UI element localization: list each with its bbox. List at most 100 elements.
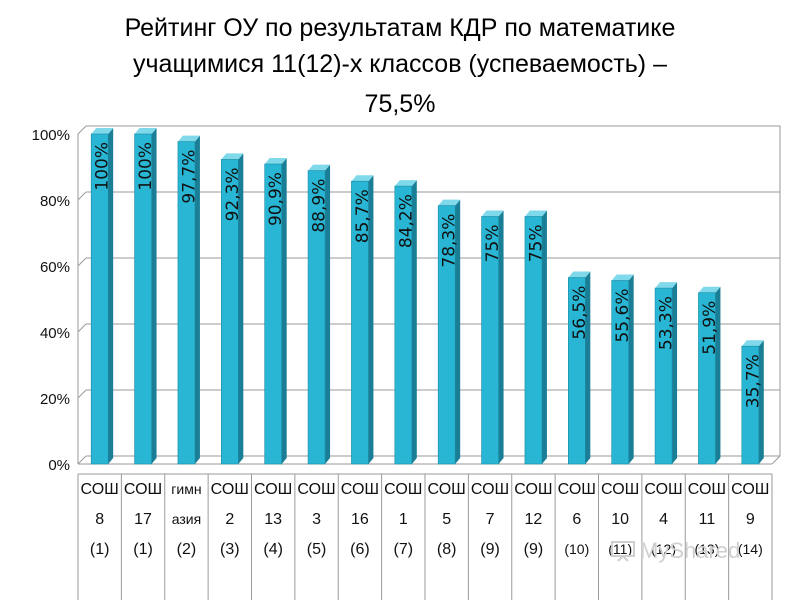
bar-side bbox=[541, 210, 547, 464]
x-tick-label: СОШ bbox=[81, 481, 119, 498]
bar-side bbox=[672, 282, 678, 464]
bar bbox=[437, 205, 456, 465]
data-label: 75% bbox=[483, 225, 503, 263]
data-label: 56,5% bbox=[570, 286, 590, 340]
bar-side bbox=[368, 175, 374, 464]
x-tick-label: 7 bbox=[486, 511, 495, 528]
y-tick-label: 0% bbox=[48, 457, 70, 474]
bar-side bbox=[585, 271, 591, 464]
x-tick-label: 4 bbox=[659, 511, 668, 528]
data-label: 90,9% bbox=[266, 172, 286, 226]
bar-side bbox=[151, 128, 157, 464]
bar bbox=[264, 163, 282, 465]
x-tick-label: 3 bbox=[312, 511, 321, 528]
x-tick-label: (4) bbox=[263, 541, 283, 558]
bar bbox=[177, 141, 196, 465]
x-tick-label: СОШ bbox=[471, 481, 509, 498]
x-tick-label: 10 bbox=[611, 511, 629, 528]
x-tick-label: (2) bbox=[177, 541, 197, 558]
bar-side bbox=[411, 180, 417, 464]
data-label: 51,9% bbox=[700, 301, 720, 355]
bar bbox=[481, 216, 499, 465]
title-line-3: 75,5% bbox=[364, 90, 436, 118]
x-tick-label: СОШ bbox=[428, 481, 466, 498]
bar-side bbox=[194, 135, 200, 464]
x-tick-label: (10) bbox=[564, 541, 589, 557]
data-label: 85,7% bbox=[353, 189, 373, 243]
bar-top bbox=[308, 164, 331, 171]
x-tick-label: (13) bbox=[694, 541, 719, 557]
title-line-1: Рейтинг ОУ по результатам КДР по математ… bbox=[124, 14, 676, 42]
bar-top bbox=[524, 210, 547, 217]
bar-top bbox=[698, 286, 721, 293]
x-tick-label: 13 bbox=[264, 511, 282, 528]
x-tick-label: 8 bbox=[95, 511, 104, 528]
bar-top bbox=[91, 128, 114, 134]
x-tick-label: 17 bbox=[134, 511, 152, 528]
bar bbox=[221, 159, 239, 465]
bar-side bbox=[455, 199, 461, 465]
gridline-depth bbox=[77, 125, 87, 135]
gridline-depth bbox=[77, 257, 87, 267]
bar-side bbox=[758, 340, 764, 464]
bar-top bbox=[741, 340, 764, 347]
title-line-3-clipped: 75,5% bbox=[40, 82, 760, 118]
x-tick-label: СОШ bbox=[297, 481, 335, 498]
watermark: MyShared bbox=[610, 538, 740, 564]
bar-top bbox=[221, 153, 244, 160]
x-tick-label: гимн bbox=[171, 481, 201, 497]
bar-top bbox=[481, 210, 504, 217]
bar-side bbox=[238, 153, 244, 464]
bar bbox=[654, 287, 673, 465]
x-tick-label: СОШ bbox=[254, 481, 292, 498]
x-tick-label: (8) bbox=[437, 541, 457, 558]
data-label: 97,7% bbox=[179, 150, 199, 204]
data-label: 100% bbox=[136, 142, 156, 191]
x-tick-label: (3) bbox=[220, 541, 240, 558]
bar bbox=[307, 170, 326, 465]
bar bbox=[394, 185, 413, 465]
x-tick-label: (1) bbox=[133, 541, 153, 558]
bar-side bbox=[498, 210, 504, 464]
x-tick-label: азия bbox=[172, 511, 201, 527]
bar bbox=[524, 216, 543, 465]
bar bbox=[611, 280, 629, 465]
x-tick-label: СОШ bbox=[731, 481, 769, 498]
bar-side bbox=[628, 274, 634, 464]
bar-side bbox=[325, 164, 331, 464]
bar-top bbox=[611, 274, 634, 281]
gridline-depth bbox=[77, 191, 87, 201]
data-label: 78,3% bbox=[440, 214, 460, 268]
x-tick-label: (14) bbox=[738, 541, 763, 557]
bar bbox=[568, 277, 586, 465]
bar-top bbox=[177, 135, 200, 142]
data-label: 100% bbox=[93, 142, 113, 191]
bar-top bbox=[655, 282, 678, 289]
x-tick-label: СОШ bbox=[514, 481, 552, 498]
bar-top bbox=[134, 128, 157, 134]
bar-top bbox=[394, 180, 417, 187]
x-tick-label: 5 bbox=[442, 511, 451, 528]
bar-top bbox=[351, 175, 374, 182]
x-tick-label: (1) bbox=[90, 541, 110, 558]
y-tick-label: 60% bbox=[40, 259, 70, 276]
bar-top bbox=[264, 158, 287, 165]
data-label: 88,9% bbox=[310, 179, 330, 233]
x-tick-label: СОШ bbox=[384, 481, 422, 498]
bar-top bbox=[568, 271, 591, 278]
bar bbox=[134, 133, 152, 465]
x-tick-label: СОШ bbox=[644, 481, 682, 498]
data-label: 92,3% bbox=[223, 167, 243, 221]
title-line-2: учащимися 11(12)-х классов (успеваемость… bbox=[133, 50, 667, 78]
x-tick-label: (6) bbox=[350, 541, 370, 558]
x-tick-label: 9 bbox=[746, 511, 755, 528]
bar-top bbox=[438, 199, 461, 206]
x-tick-label: 2 bbox=[225, 511, 234, 528]
gridline-depth bbox=[77, 323, 87, 333]
bar bbox=[351, 180, 369, 465]
data-label: 55,6% bbox=[613, 289, 633, 343]
x-tick-label: 16 bbox=[351, 511, 369, 528]
x-tick-label: СОШ bbox=[688, 481, 726, 498]
x-tick-label: 11 bbox=[699, 511, 716, 528]
floor-edge bbox=[771, 455, 781, 465]
